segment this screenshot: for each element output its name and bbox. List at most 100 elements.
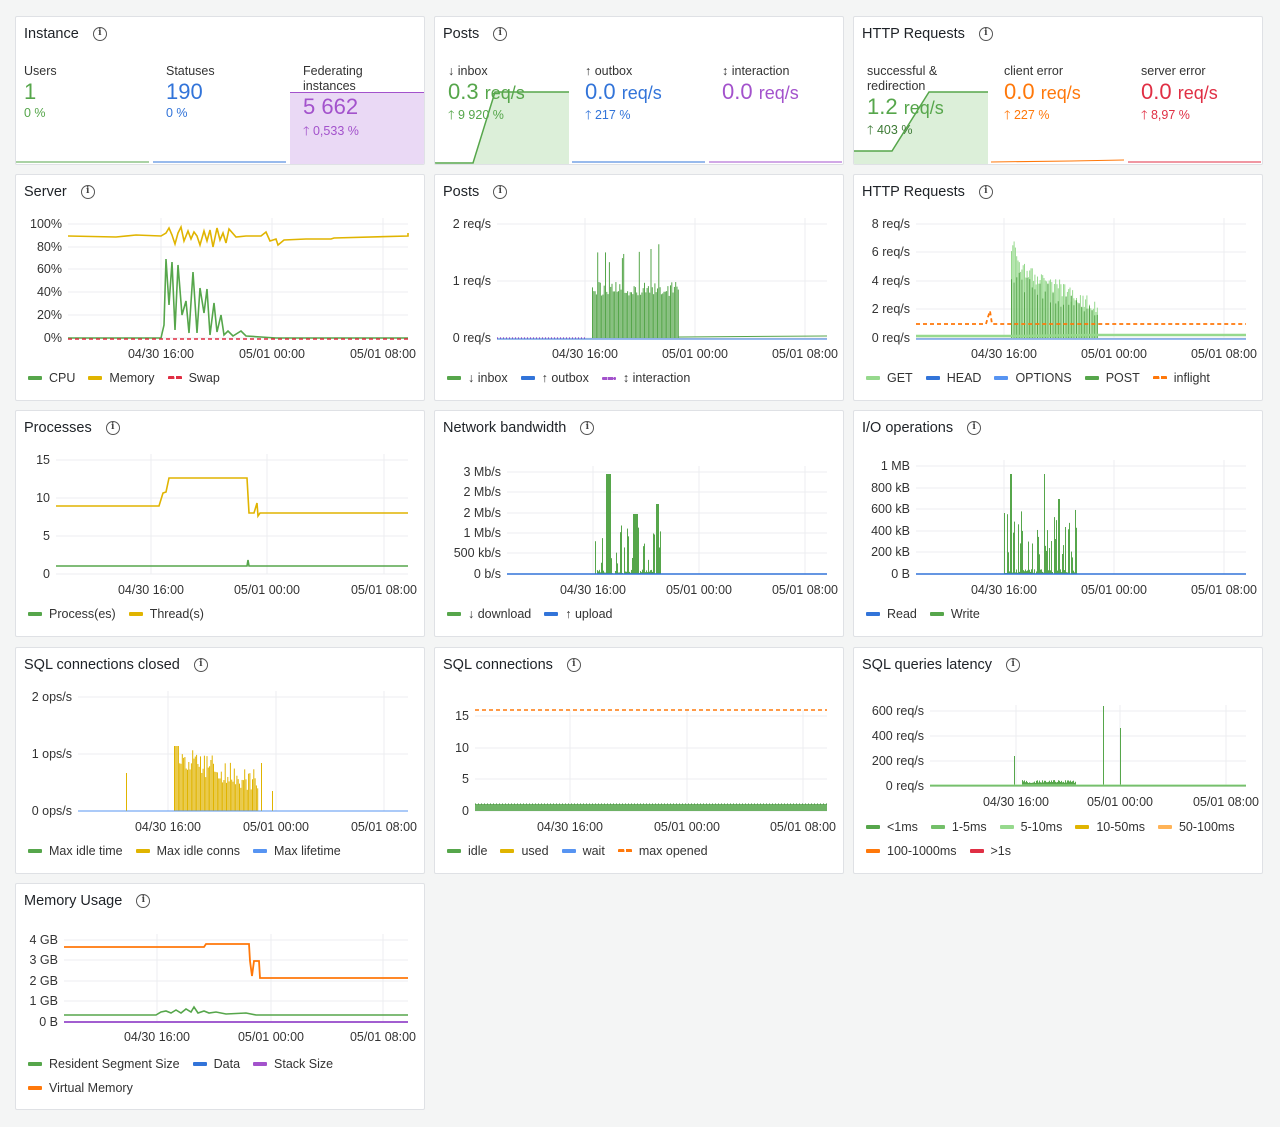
stat-value: 0.0 req/s [1141, 79, 1218, 105]
legend-item[interactable]: 1-5ms [930, 820, 987, 834]
inflight-line [916, 310, 1246, 325]
legend-item[interactable]: Max idle conns [135, 844, 240, 858]
bar [1071, 551, 1072, 574]
legend-label: ↕ interaction [622, 371, 691, 385]
legend-label: Memory [109, 371, 155, 385]
legend-item[interactable]: Data [192, 1057, 240, 1071]
legend-item[interactable]: 10-50ms [1075, 820, 1145, 834]
legend-item[interactable]: max opened [617, 844, 708, 858]
legend-item[interactable]: ↑ upload [544, 607, 613, 621]
sql-closed-panel: SQL connections closed i 2 ops/s 1 ops/s 0 … [15, 647, 425, 874]
bar [633, 286, 635, 338]
legend-item[interactable]: ↓ inbox [447, 371, 508, 385]
legend-item[interactable]: ↑ outbox [520, 371, 589, 385]
y-tick-label: 100% [30, 217, 62, 231]
legend-item[interactable]: Swap [167, 371, 220, 385]
bar [635, 514, 636, 574]
legend-item[interactable]: GET [866, 371, 913, 385]
legend-item[interactable]: ↕ interaction [601, 371, 691, 385]
bar [1018, 272, 1020, 338]
legend-item[interactable]: Read [866, 607, 917, 621]
info-icon[interactable]: i [493, 27, 508, 41]
legend-item[interactable]: used [500, 844, 549, 858]
memory-line [67, 224, 409, 248]
legend-item[interactable]: Thread(s) [128, 607, 204, 621]
bar [1081, 306, 1083, 338]
info-icon[interactable]: i [978, 27, 993, 41]
bar [1031, 287, 1033, 338]
bar [202, 768, 204, 811]
legend-item[interactable]: 100-1000ms [866, 844, 957, 858]
info-icon[interactable]: i [136, 894, 151, 908]
bar [1050, 782, 1051, 786]
info-icon[interactable]: i [978, 185, 993, 199]
legend-swatch [253, 1062, 268, 1066]
y-tick-label: 0 req/s [453, 331, 491, 345]
bar [1026, 780, 1027, 786]
bar [252, 779, 253, 811]
bar [624, 292, 626, 338]
legend-item[interactable]: ↓ download [447, 607, 531, 621]
info-icon[interactable]: i [967, 421, 982, 435]
legend-item[interactable]: Virtual Memory [28, 1081, 133, 1095]
legend-item[interactable]: <1ms [866, 820, 918, 834]
bar [189, 769, 191, 811]
legend-item[interactable]: Memory [88, 371, 155, 385]
y-tick-label: 3 Mb/s [463, 465, 501, 479]
server-chart: 100% 80% 60% 40% 20% 0% 04/30 16:00 05/01 00:00… [30, 217, 416, 361]
legend-swatch [1075, 825, 1090, 829]
bar [602, 538, 603, 574]
bar [1064, 284, 1066, 338]
info-icon[interactable]: i [92, 27, 107, 41]
legend-item[interactable]: Stack Size [253, 1057, 333, 1071]
info-icon[interactable]: i [566, 658, 581, 672]
legend-label: <1ms [887, 820, 918, 834]
legend-item[interactable]: idle [447, 844, 487, 858]
x-tick-label: 04/30 16:00 [124, 1030, 190, 1044]
legend-item[interactable]: Write [929, 607, 980, 621]
bar [1014, 756, 1015, 786]
bar [1044, 780, 1045, 786]
legend-item[interactable]: CPU [28, 371, 75, 385]
bar [616, 552, 617, 574]
info-icon[interactable]: i [580, 421, 595, 435]
info-icon[interactable]: i [105, 421, 120, 435]
sparkline [1128, 161, 1261, 163]
sparkline [153, 161, 286, 163]
bar [1053, 780, 1054, 786]
info-icon[interactable]: i [493, 185, 508, 199]
legend-item[interactable]: >1s [969, 844, 1011, 858]
legend-item[interactable]: Resident Segment Size [28, 1057, 180, 1071]
legend-item[interactable]: 5-10ms [999, 820, 1062, 834]
legend-item[interactable]: wait [561, 844, 605, 858]
panel-title: Network bandwidth [443, 420, 567, 436]
legend-item[interactable]: POST [1084, 371, 1140, 385]
legend-item[interactable]: Max lifetime [253, 844, 341, 858]
processes-line [56, 559, 408, 567]
info-icon[interactable]: i [193, 658, 208, 672]
legend-item[interactable]: Process(es) [28, 607, 116, 621]
x-tick-label: 05/01 08:00 [350, 347, 416, 361]
y-tick-label: 0 B [891, 567, 910, 581]
legend-item[interactable]: inflight [1152, 371, 1210, 385]
bar [1032, 782, 1033, 786]
bar [654, 283, 656, 338]
bar [660, 294, 662, 338]
bar [1024, 571, 1025, 574]
info-icon[interactable]: i [1006, 658, 1021, 672]
info-icon[interactable]: i [80, 185, 95, 199]
legend-item[interactable]: Max idle time [28, 844, 123, 858]
legend-item[interactable]: HEAD [925, 371, 981, 385]
x-tick-label: 04/30 16:00 [537, 820, 603, 834]
bar [592, 287, 593, 338]
sql-closed-chart: 2 ops/s 1 ops/s 0 ops/s 04/30 16:00 05/01 00… [32, 690, 417, 834]
legend-item[interactable]: OPTIONS [994, 371, 1072, 385]
legend-swatch [192, 1062, 207, 1066]
bar [1021, 511, 1022, 574]
y-tick-label: 10 [455, 741, 469, 755]
legend-label: 1-5ms [951, 820, 987, 834]
sql-latency-panel: SQL queries latency i 600 req/s 400 req/s 2… [853, 647, 1263, 874]
legend: Max idle time Max idle conns Max lifetime [28, 844, 423, 858]
legend-item[interactable]: 50-100ms [1157, 820, 1235, 834]
lt1ms-bars [1022, 780, 1076, 786]
